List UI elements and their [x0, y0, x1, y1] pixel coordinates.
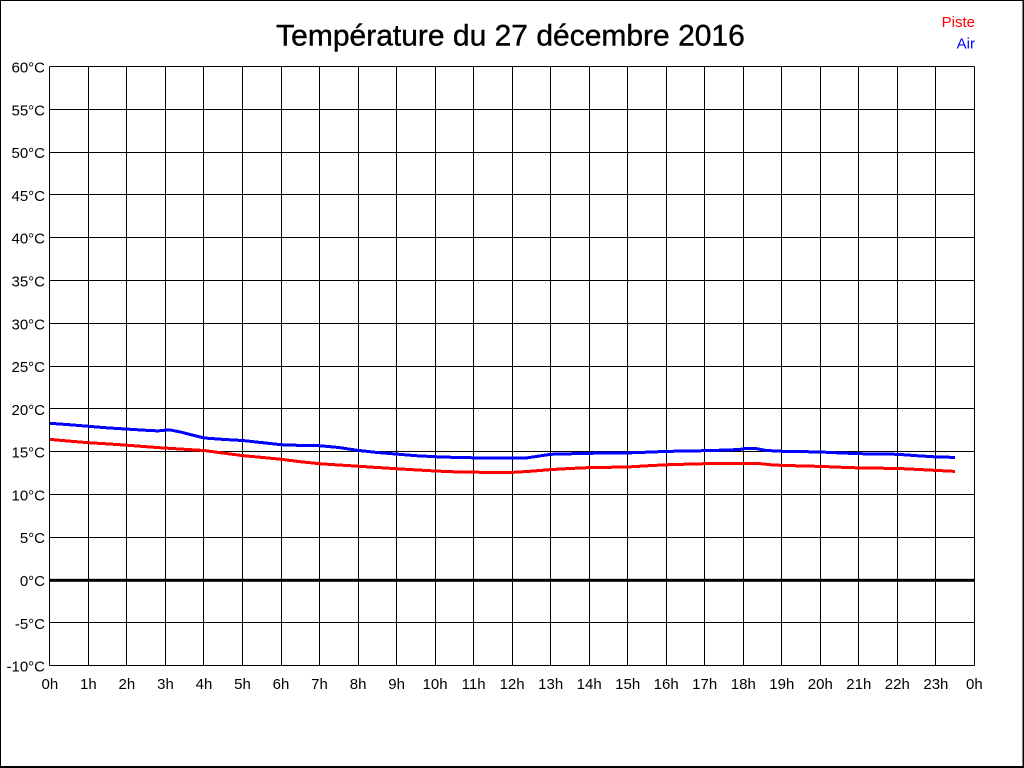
- svg-text:45°C: 45°C: [11, 188, 45, 205]
- svg-text:20°C: 20°C: [11, 402, 45, 419]
- svg-text:23h: 23h: [923, 676, 948, 693]
- svg-text:20h: 20h: [808, 676, 833, 693]
- svg-text:16h: 16h: [654, 676, 679, 693]
- svg-text:35°C: 35°C: [11, 274, 45, 291]
- svg-text:0h: 0h: [966, 676, 983, 693]
- svg-text:25°C: 25°C: [11, 359, 45, 376]
- svg-text:15h: 15h: [615, 676, 640, 693]
- svg-text:0°C: 0°C: [20, 573, 45, 590]
- svg-text:40°C: 40°C: [11, 231, 45, 248]
- svg-text:10°C: 10°C: [11, 487, 45, 504]
- svg-text:7h: 7h: [311, 676, 328, 693]
- svg-text:5°C: 5°C: [20, 530, 45, 547]
- svg-text:-10°C: -10°C: [6, 659, 45, 676]
- svg-text:18h: 18h: [731, 676, 756, 693]
- svg-text:11h: 11h: [462, 676, 486, 693]
- svg-text:0h: 0h: [42, 676, 59, 693]
- svg-text:17h: 17h: [692, 676, 717, 693]
- svg-text:Piste: Piste: [942, 14, 975, 31]
- svg-text:5h: 5h: [234, 676, 251, 693]
- svg-text:-5°C: -5°C: [15, 616, 45, 633]
- svg-text:19h: 19h: [769, 676, 794, 693]
- svg-text:9h: 9h: [388, 676, 405, 693]
- svg-text:2h: 2h: [119, 676, 136, 693]
- svg-text:10h: 10h: [423, 676, 448, 693]
- svg-text:14h: 14h: [577, 676, 602, 693]
- svg-text:50°C: 50°C: [11, 145, 45, 162]
- svg-text:3h: 3h: [157, 676, 174, 693]
- svg-text:1h: 1h: [80, 676, 97, 693]
- svg-text:Température du 27 décembre 201: Température du 27 décembre 2016: [276, 20, 745, 53]
- svg-text:60°C: 60°C: [11, 60, 45, 77]
- svg-text:15°C: 15°C: [11, 445, 45, 462]
- svg-text:6h: 6h: [273, 676, 290, 693]
- svg-text:55°C: 55°C: [11, 102, 45, 119]
- svg-text:4h: 4h: [196, 676, 213, 693]
- svg-text:Air: Air: [957, 36, 975, 53]
- svg-text:8h: 8h: [350, 676, 367, 693]
- svg-text:22h: 22h: [885, 676, 910, 693]
- svg-text:21h: 21h: [846, 676, 871, 693]
- svg-text:12h: 12h: [500, 676, 525, 693]
- svg-text:30°C: 30°C: [11, 316, 45, 333]
- svg-text:13h: 13h: [538, 676, 563, 693]
